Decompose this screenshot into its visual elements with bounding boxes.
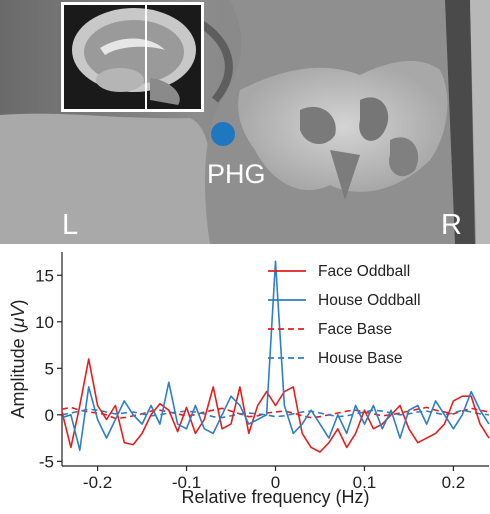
x-tick-label: 0	[271, 473, 280, 492]
x-tick-label: 0.1	[353, 473, 377, 492]
hemisphere-label-right: R	[441, 209, 462, 241]
hemisphere-label-left: L	[62, 209, 79, 241]
series-line-house-oddball	[61, 260, 490, 451]
x-tick-label: -0.1	[172, 473, 201, 492]
y-tick-label: 10	[35, 313, 54, 332]
y-tick-label: -5	[39, 452, 54, 471]
region-label-phg: PHG	[207, 159, 266, 189]
y-tick-label: 0	[45, 406, 54, 425]
y-axis-title-suffix: )	[8, 300, 28, 306]
y-axis-title: Amplitude (μV)	[8, 300, 28, 419]
legend-label: House Base	[318, 350, 402, 367]
series-line-house-base	[61, 408, 490, 419]
series-layer	[61, 260, 490, 453]
chart-legend: Face Oddball House Oddball Face Base House …	[268, 263, 421, 367]
series-line-face-oddball	[61, 358, 490, 453]
y-axis-title-prefix: Amplitude (	[8, 327, 28, 418]
x-tick-label: -0.2	[83, 473, 112, 492]
frequency-spectrum-chart: -5 0 5 10 15 -0.2 -0.1 0 0.1 0.2 Face Oddball Hous…	[8, 252, 490, 507]
legend-label: House Oddball	[318, 292, 421, 309]
legend-label: Face Oddball	[318, 263, 410, 280]
mri-brain-image	[0, 0, 490, 244]
chart-axes: -5 0 5 10 15 -0.2 -0.1 0 0.1 0.2	[35, 252, 489, 492]
x-axis-title: Relative frequency (Hz)	[181, 487, 369, 507]
y-tick-label: 5	[45, 359, 54, 378]
roi-marker	[211, 122, 235, 146]
legend-label: Face Base	[318, 321, 392, 338]
y-axis-title-unit: μV	[8, 304, 28, 329]
x-tick-label: 0.2	[442, 473, 466, 492]
y-tick-label: 15	[35, 266, 54, 285]
